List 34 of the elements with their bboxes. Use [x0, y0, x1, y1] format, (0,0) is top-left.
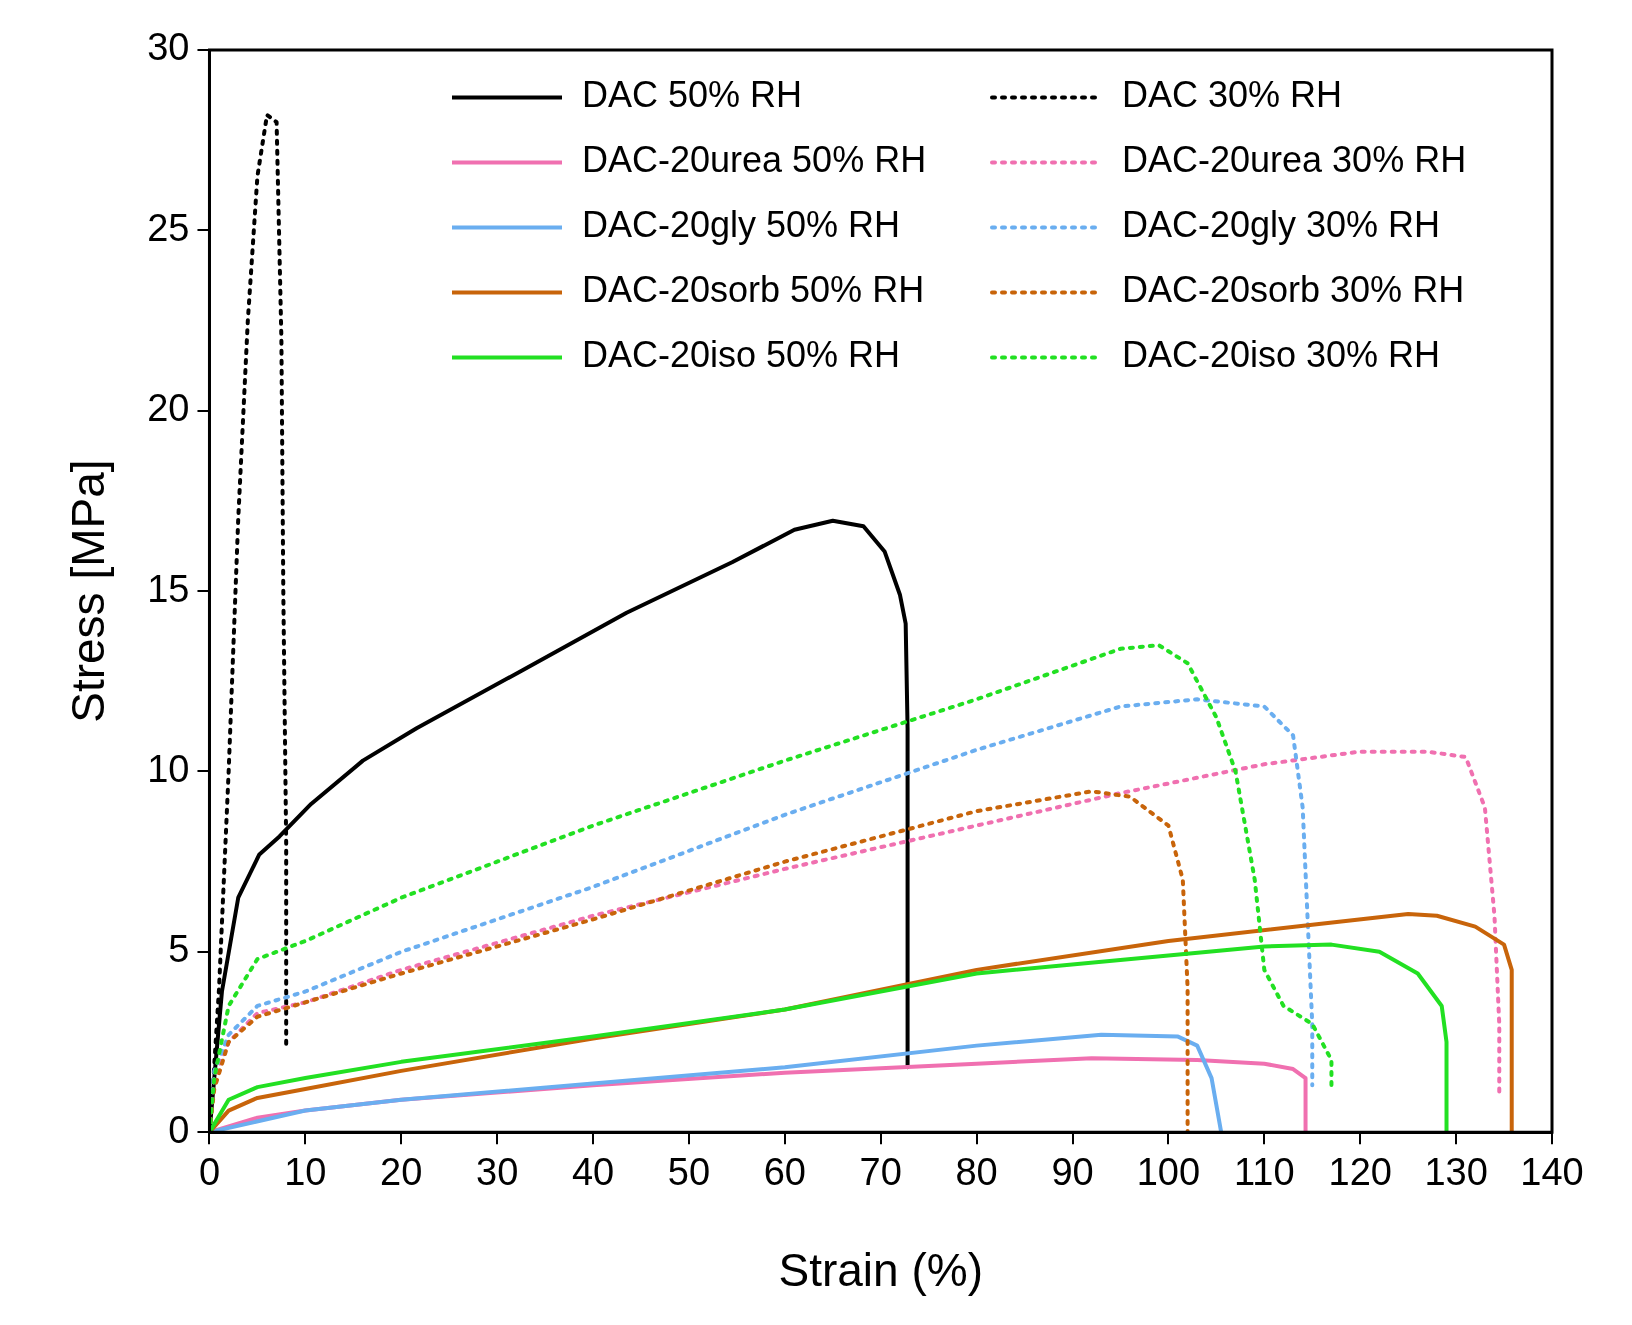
legend-label: DAC 30% RH — [1122, 74, 1343, 116]
y-axis-title: Stress [MPa] — [62, 459, 115, 723]
x-tick-label: 70 — [859, 1151, 902, 1194]
legend-label: DAC-20gly 50% RH — [582, 204, 901, 246]
y-tick-label: 30 — [147, 26, 190, 69]
x-tick-label: 100 — [1136, 1151, 1201, 1194]
x-tick-label: 110 — [1234, 1151, 1295, 1194]
x-tick-label: 20 — [380, 1151, 423, 1194]
x-tick-label: 140 — [1520, 1151, 1584, 1194]
legend-label: DAC-20urea 30% RH — [1122, 139, 1467, 181]
legend-label: DAC 50% RH — [582, 74, 803, 116]
x-tick-label: 50 — [667, 1151, 711, 1194]
legend-label: DAC-20sorb 50% RH — [582, 269, 925, 311]
y-tick-label: 20 — [147, 387, 190, 430]
y-tick-label: 15 — [147, 567, 190, 610]
y-tick-label: 5 — [168, 928, 190, 971]
x-tick-label: 60 — [763, 1151, 806, 1194]
legend-label: DAC-20gly 30% RH — [1122, 204, 1441, 246]
legend-label: DAC-20iso 50% RH — [582, 334, 901, 376]
x-tick-label: 0 — [198, 1151, 221, 1194]
x-axis-title: Strain (%) — [778, 1244, 983, 1297]
x-tick-label: 10 — [284, 1151, 327, 1194]
x-tick-label: 40 — [571, 1151, 615, 1194]
legend-label: DAC-20iso 30% RH — [1122, 334, 1441, 376]
x-tick-label: 130 — [1424, 1151, 1488, 1194]
y-tick-label: 0 — [168, 1108, 190, 1151]
y-tick-label: 10 — [147, 747, 190, 790]
x-tick-label: 90 — [1051, 1151, 1094, 1194]
y-tick-label: 25 — [147, 206, 190, 249]
legend-label: DAC-20urea 50% RH — [582, 139, 927, 181]
x-tick-label: 120 — [1328, 1151, 1392, 1194]
legend-label: DAC-20sorb 30% RH — [1122, 269, 1465, 311]
x-tick-label: 80 — [955, 1151, 998, 1194]
x-tick-label: 30 — [476, 1151, 519, 1194]
